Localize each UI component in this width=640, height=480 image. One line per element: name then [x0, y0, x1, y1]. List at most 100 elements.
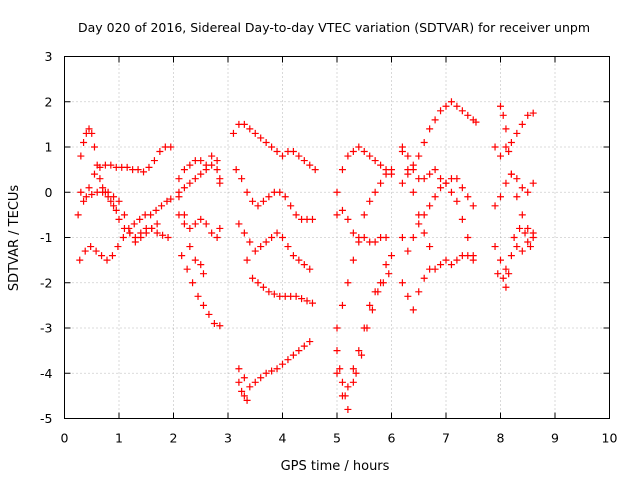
data-point: [88, 191, 96, 199]
data-point: [426, 170, 434, 178]
data-point: [338, 166, 346, 174]
data-point: [437, 107, 445, 115]
data-point: [382, 234, 390, 241]
data-point: [257, 374, 265, 382]
data-point: [287, 202, 295, 210]
data-point: [420, 175, 428, 183]
data-point: [431, 116, 439, 124]
data-point: [104, 188, 112, 196]
x-tick-label: 10: [602, 431, 618, 446]
data-point: [77, 188, 85, 196]
data-point: [180, 184, 188, 192]
data-point: [197, 157, 205, 165]
series-t18: [333, 166, 395, 332]
data-point: [112, 206, 120, 214]
data-point: [502, 179, 510, 187]
data-point: [240, 392, 248, 400]
series-t6: [175, 161, 224, 201]
data-point: [284, 356, 292, 364]
data-point: [524, 238, 532, 246]
data-point: [404, 152, 412, 160]
data-point: [208, 152, 216, 160]
data-point: [404, 247, 412, 255]
data-point: [453, 102, 461, 110]
y-tick-label: -4: [40, 366, 53, 381]
y-tick-label: -2: [40, 275, 52, 290]
data-point: [82, 193, 90, 201]
data-point: [80, 197, 88, 205]
data-point: [85, 184, 93, 192]
data-point: [385, 270, 393, 278]
data-point: [240, 120, 248, 128]
data-point: [76, 256, 84, 264]
data-point: [464, 234, 472, 241]
data-point: [238, 387, 246, 395]
data-point: [502, 125, 510, 133]
data-point: [469, 202, 477, 210]
data-point: [458, 107, 466, 115]
data-point: [409, 188, 417, 196]
data-point: [153, 229, 161, 237]
data-point: [90, 170, 98, 178]
data-point: [518, 184, 526, 192]
data-point: [333, 211, 341, 219]
data-point: [426, 243, 434, 251]
data-point: [93, 161, 101, 169]
series-t19: [333, 252, 395, 400]
data-point: [186, 243, 194, 251]
series-t11: [232, 166, 316, 223]
data-point: [502, 283, 510, 291]
data-point: [458, 184, 466, 192]
data-point: [524, 111, 532, 119]
series-t23: [398, 143, 477, 260]
data-point: [308, 215, 316, 223]
data-point: [374, 288, 382, 296]
data-point: [147, 211, 155, 219]
data-point: [447, 98, 455, 106]
data-point: [447, 188, 455, 196]
data-point: [502, 143, 510, 151]
series-t4: [77, 188, 161, 246]
data-point: [404, 292, 412, 300]
series-t13: [243, 256, 316, 307]
x-tick-label: 9: [551, 431, 559, 446]
data-point: [140, 168, 148, 176]
data-point: [243, 256, 251, 264]
data-point: [338, 206, 346, 214]
data-point: [110, 202, 118, 210]
data-point: [249, 197, 257, 205]
data-point: [268, 143, 276, 151]
data-point: [257, 243, 265, 251]
data-point: [276, 188, 284, 196]
data-point: [259, 197, 267, 205]
series-t15: [235, 378, 251, 404]
data-point: [398, 279, 406, 287]
data-point: [240, 229, 248, 237]
data-point: [186, 179, 194, 187]
data-point: [120, 211, 128, 219]
data-point: [216, 322, 224, 330]
data-point: [333, 347, 341, 355]
data-point: [507, 252, 515, 260]
data-point: [295, 152, 303, 160]
data-point: [164, 234, 172, 241]
data-point: [409, 306, 417, 314]
data-point: [518, 247, 526, 255]
data-point: [208, 229, 216, 237]
data-point: [183, 265, 191, 273]
data-point: [499, 111, 507, 119]
data-point: [415, 288, 423, 296]
data-point: [355, 143, 363, 151]
series-t28: [491, 170, 537, 210]
data-point: [404, 166, 412, 174]
data-point: [437, 261, 445, 269]
series-t17: [333, 206, 390, 246]
data-point: [191, 256, 199, 264]
data-point: [426, 125, 434, 133]
x-axis-label: GPS time / hours: [281, 459, 390, 474]
data-point: [235, 365, 243, 373]
data-point: [371, 157, 379, 165]
data-point: [499, 274, 507, 282]
data-point: [529, 179, 537, 187]
